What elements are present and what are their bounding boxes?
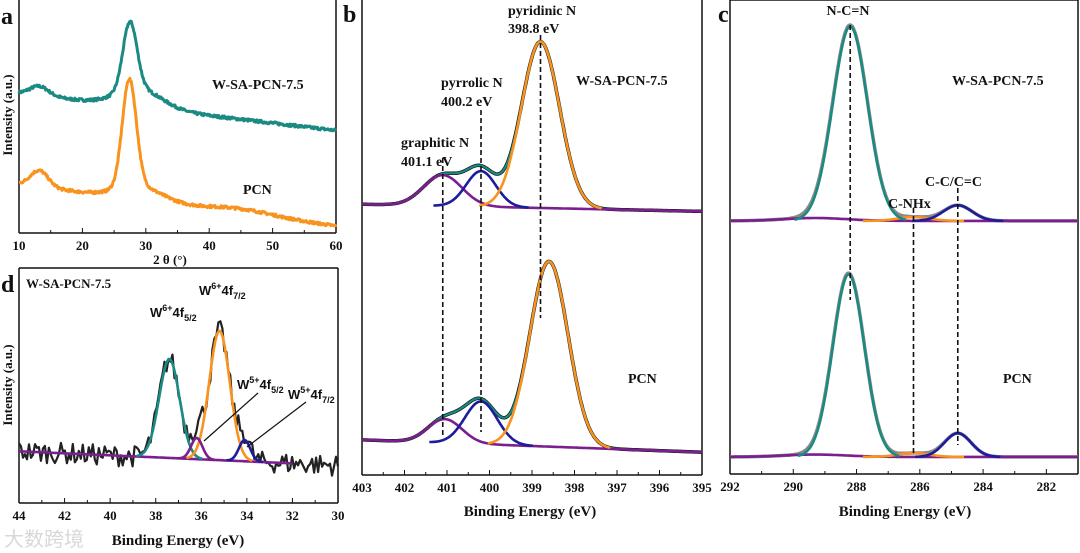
x-tick-label: 40 xyxy=(104,508,117,523)
annotation-w6-4f72: W6+4f7/2 xyxy=(199,281,246,301)
x-tick-label: 20 xyxy=(76,238,89,253)
x-tick-label: 290 xyxy=(784,479,804,494)
component-peak-line xyxy=(18,450,293,465)
xrd-label-wsa: W-SA-PCN-7.5 xyxy=(212,78,304,93)
w4f-ylabel: Intensity (a.u.) xyxy=(0,344,15,425)
annotation-w5-4f72: W5+4f7/2 xyxy=(288,385,335,405)
annotation-c-nhx: C-NHx xyxy=(888,197,931,212)
x-tick-label: 395 xyxy=(692,480,712,495)
annotation-pyridinic-n-value: 398.8 eV xyxy=(508,22,559,37)
raw-data-line xyxy=(361,259,703,454)
x-tick-label: 32 xyxy=(286,508,299,523)
x-tick-label: 292 xyxy=(720,479,740,494)
annotation-graphitic-n: graphitic N xyxy=(401,136,469,151)
component-peak-line xyxy=(478,40,603,210)
w4f-xlabel: Binding Energy (eV) xyxy=(112,533,245,549)
annotation-n-c-n: N-C=N xyxy=(827,4,870,19)
x-tick-label: 34 xyxy=(240,508,254,523)
component-peak-line xyxy=(361,417,703,454)
component-peak-line xyxy=(730,453,1078,459)
x-tick-label: 10 xyxy=(13,238,26,253)
component-peak-line xyxy=(797,273,900,458)
component-peak-line xyxy=(487,260,611,450)
n1s-xlabel: Binding Energy (eV) xyxy=(464,504,597,520)
annotation-pyrrolic-n: pyrrolic N xyxy=(441,76,503,91)
x-tick-label: 44 xyxy=(13,508,27,523)
component-peak-line xyxy=(730,216,1078,223)
c1s-label-pcn: PCN xyxy=(1003,372,1032,387)
x-tick-label: 403 xyxy=(352,480,372,495)
c1s-label-wsa: W-SA-PCN-7.5 xyxy=(952,74,1044,89)
panel-label-d: d xyxy=(1,272,15,298)
xrd-label-pcn: PCN xyxy=(243,183,272,198)
chart-marks: 10 20 30 40 50 60 403 402 401 400 399 398 397 396 395 2… xyxy=(13,0,1079,523)
panel-label-a: a xyxy=(1,4,13,30)
annotation-pyridinic-n: pyridinic N xyxy=(508,4,576,19)
component-peak-line xyxy=(225,438,264,464)
component-peak-line xyxy=(914,431,1002,459)
component-peak-line xyxy=(185,329,254,463)
raw-data-line xyxy=(729,23,1079,223)
fit-envelope-line xyxy=(729,272,1079,458)
x-tick-label: 36 xyxy=(195,508,209,523)
x-tick-label: 398 xyxy=(565,480,585,495)
panel-label-b: b xyxy=(343,2,356,28)
x-tick-label: 397 xyxy=(607,480,627,495)
component-peak-line xyxy=(432,169,530,209)
annotation-graphitic-n-value: 401.1 eV xyxy=(401,155,452,170)
x-tick-label: 401 xyxy=(437,480,457,495)
x-tick-label: 60 xyxy=(330,238,343,253)
component-peak-line xyxy=(862,451,965,459)
raw-data-line xyxy=(729,271,1079,459)
panel-label-c: c xyxy=(718,2,729,28)
x-tick-label: 286 xyxy=(910,479,930,494)
x-tick-label: 399 xyxy=(522,480,542,495)
x-tick-label: 396 xyxy=(650,480,670,495)
raw-data-line xyxy=(361,39,703,214)
n1s-label-wsa: W-SA-PCN-7.5 xyxy=(576,74,668,89)
x-tick-label: 50 xyxy=(266,238,279,253)
xrd-series-line xyxy=(17,19,338,133)
x-tick-label: 42 xyxy=(58,508,71,523)
annotation-w5-4f52: W5+4f5/2 xyxy=(237,375,284,395)
x-tick-label: 284 xyxy=(973,479,993,494)
x-tick-label: 30 xyxy=(139,238,152,253)
x-tick-label: 30 xyxy=(332,508,345,523)
x-tick-label: 400 xyxy=(480,480,500,495)
x-tick-label: 40 xyxy=(203,238,216,253)
pointer-w5-4f72 xyxy=(246,401,307,448)
pointer-w5-4f52 xyxy=(203,392,259,442)
annotation-pyrrolic-n-value: 400.2 eV xyxy=(441,95,492,110)
x-tick-label: 282 xyxy=(1037,479,1057,494)
xrd-xlabel: 2 θ (°) xyxy=(153,252,187,267)
annotation-c-c: C-C/C=C xyxy=(925,175,982,190)
fit-envelope-line xyxy=(361,40,703,213)
x-tick-label: 402 xyxy=(395,480,415,495)
component-peak-line xyxy=(361,173,703,213)
x-tick-label: 38 xyxy=(149,508,163,523)
component-peak-line xyxy=(177,436,217,462)
xrd-series-line xyxy=(18,76,338,228)
fit-envelope-line xyxy=(729,23,1079,222)
n1s-label-pcn: PCN xyxy=(628,372,657,387)
c1s-xlabel: Binding Energy (eV) xyxy=(839,504,972,520)
annotation-w6-4f52: W6+4f5/2 xyxy=(150,303,197,323)
w4f-sample-label: W-SA-PCN-7.5 xyxy=(26,276,112,291)
fit-envelope-line xyxy=(361,260,703,454)
x-tick-label: 288 xyxy=(847,479,867,494)
xrd-ylabel: Intensity (a.u.) xyxy=(0,74,15,155)
watermark: 大数跨境 xyxy=(4,527,84,551)
